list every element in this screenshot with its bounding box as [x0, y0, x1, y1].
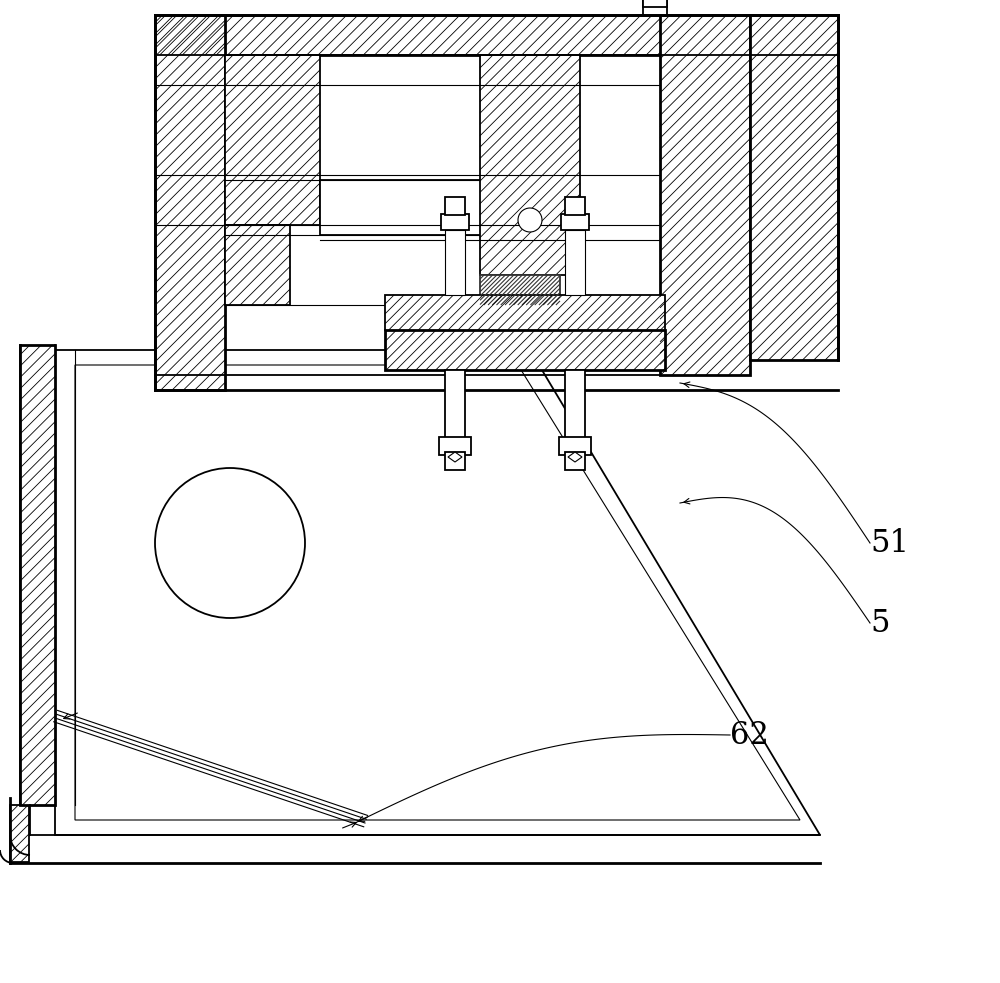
Bar [445, 197, 465, 215]
Polygon shape [55, 350, 820, 835]
Text: 51: 51 [870, 528, 909, 558]
Polygon shape [225, 55, 320, 225]
Bar [643, 0, 667, 7]
Polygon shape [660, 15, 750, 375]
Polygon shape [155, 15, 838, 55]
Bar [441, 214, 469, 230]
Polygon shape [20, 345, 55, 805]
Text: 5: 5 [870, 607, 890, 639]
Bar [320, 180, 530, 235]
Polygon shape [155, 15, 225, 390]
Polygon shape [480, 275, 560, 305]
Polygon shape [448, 452, 462, 462]
Polygon shape [750, 15, 838, 360]
Bar [445, 230, 465, 295]
Polygon shape [75, 365, 800, 820]
Bar [565, 230, 585, 295]
Bar [565, 197, 585, 215]
Polygon shape [385, 295, 665, 330]
Polygon shape [225, 225, 290, 305]
Bar [559, 437, 591, 455]
Bar [647, 0, 663, 1]
Bar [445, 452, 465, 470]
Bar [643, 1, 667, 15]
Circle shape [155, 468, 305, 618]
Polygon shape [10, 805, 29, 862]
Circle shape [518, 208, 542, 232]
Bar [439, 437, 471, 455]
Text: 62: 62 [730, 720, 769, 750]
Bar [565, 452, 585, 470]
Polygon shape [385, 330, 665, 370]
Polygon shape [480, 55, 580, 275]
Bar [565, 370, 585, 440]
Bar [561, 214, 589, 230]
Polygon shape [568, 452, 582, 462]
Bar [445, 370, 465, 440]
